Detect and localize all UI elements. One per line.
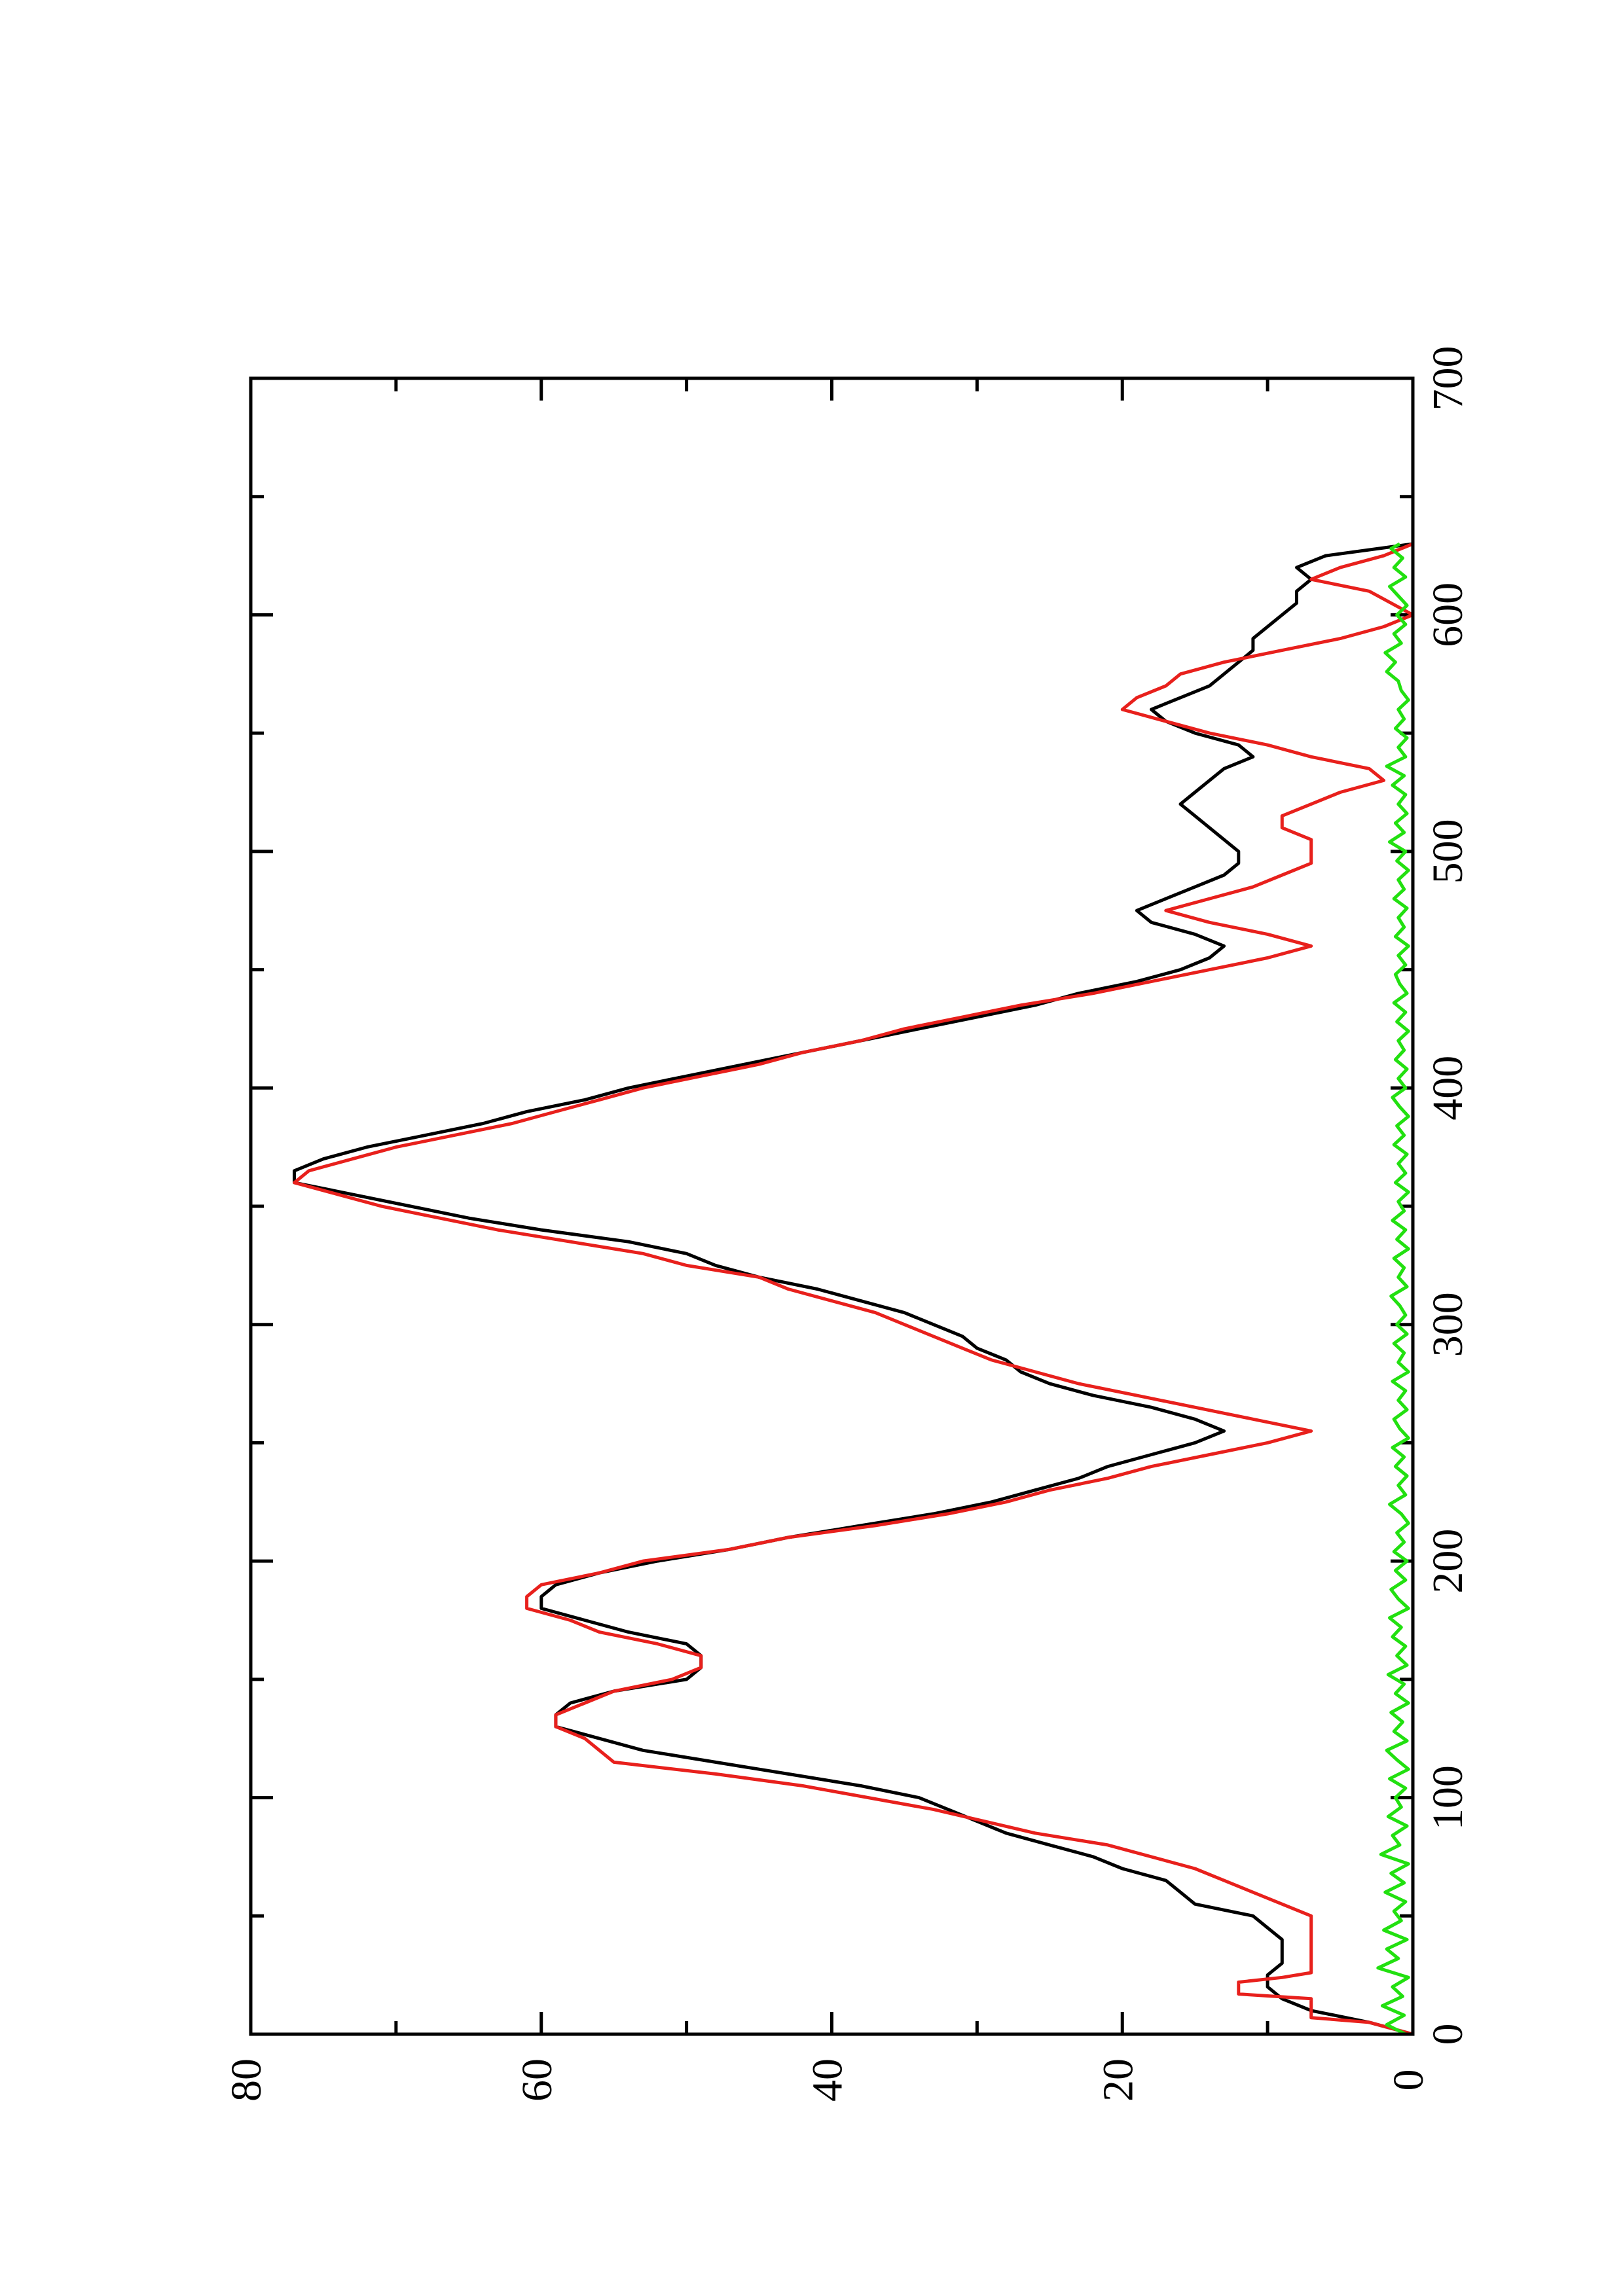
x-tick-label: 400 [1424, 1056, 1472, 1121]
y-tick-label: 80 [223, 2058, 270, 2102]
y-tick-label: 0 [1385, 2070, 1432, 2091]
x-tick-label: 300 [1424, 1292, 1472, 1357]
y-tick-label: 40 [804, 2058, 852, 2102]
series-line-black [293, 542, 1413, 2036]
y-tick-label: 60 [513, 2058, 561, 2102]
x-tick-label: 500 [1424, 819, 1472, 884]
plot-frame [249, 376, 1415, 2036]
x-tick-label: 0 [1424, 2024, 1472, 2045]
x-tick-label: 600 [1424, 583, 1472, 647]
x-tick-label: 200 [1424, 1529, 1472, 1594]
tick-marks [249, 376, 1415, 2036]
x-tick-label: 100 [1424, 1765, 1472, 1830]
series-line-red [293, 542, 1415, 2036]
series-group [293, 542, 1415, 2036]
x-tick-label: 700 [1424, 346, 1472, 411]
y-tick-label: 20 [1094, 2058, 1142, 2102]
tick-labels: 0 100 200 300 400 500 600 700 0 20 40 60 80 [223, 346, 1472, 2102]
series-line-green [1376, 542, 1410, 2036]
